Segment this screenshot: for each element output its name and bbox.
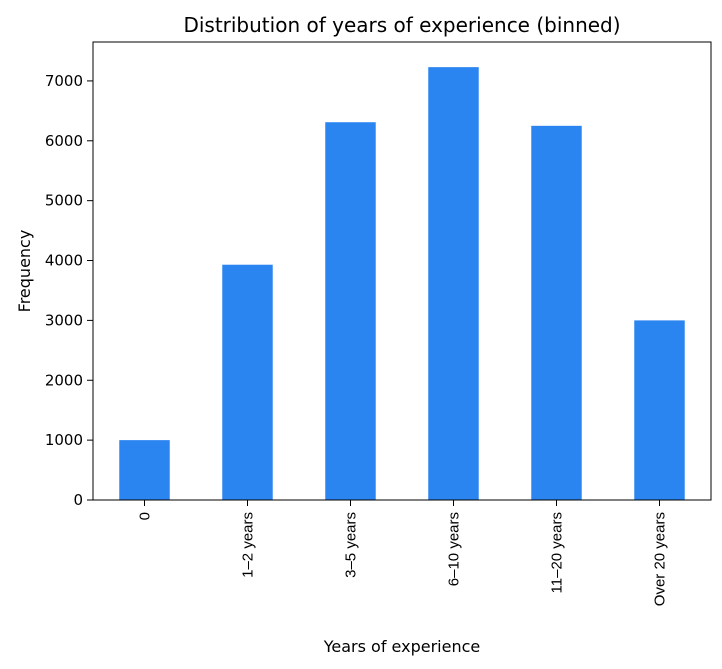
y-tick-label: 4000 [45,252,83,270]
x-tick-label: 11–20 years [549,512,566,593]
y-tick-label: 7000 [45,72,83,90]
y-tick-label: 5000 [45,192,83,210]
y-tick-label: 1000 [45,431,83,449]
y-axis-label: Frequency [15,230,34,313]
x-axis-ticks: 0 1–2 years 3–5 years 6–10 years 11–20 years… [137,500,669,606]
bars-group [119,67,685,501]
y-tick-label: 2000 [45,371,83,389]
bar-3 [325,122,376,500]
chart-title: Distribution of years of experience (bin… [183,13,620,37]
plot-frame [92,41,712,501]
x-tick-label: Over 20 years [652,512,669,606]
bar-2 [222,264,273,500]
bar-5 [531,125,582,500]
x-tick-label: 6–10 years [446,512,463,586]
bar-4 [428,67,479,501]
x-tick-label: 3–5 years [343,512,360,578]
y-tick-label: 3000 [45,311,83,329]
x-tick-label: 1–2 years [240,512,257,578]
bar-6 [634,320,685,500]
y-tick-label: 6000 [45,132,83,150]
x-tick-label: 0 [137,512,154,520]
y-tick-label: 0 [73,491,83,509]
bar-1 [119,440,170,500]
y-axis-ticks: 0 1000 2000 3000 4000 5000 6000 7000 [45,72,93,509]
x-axis-label: Years of experience [323,637,480,656]
